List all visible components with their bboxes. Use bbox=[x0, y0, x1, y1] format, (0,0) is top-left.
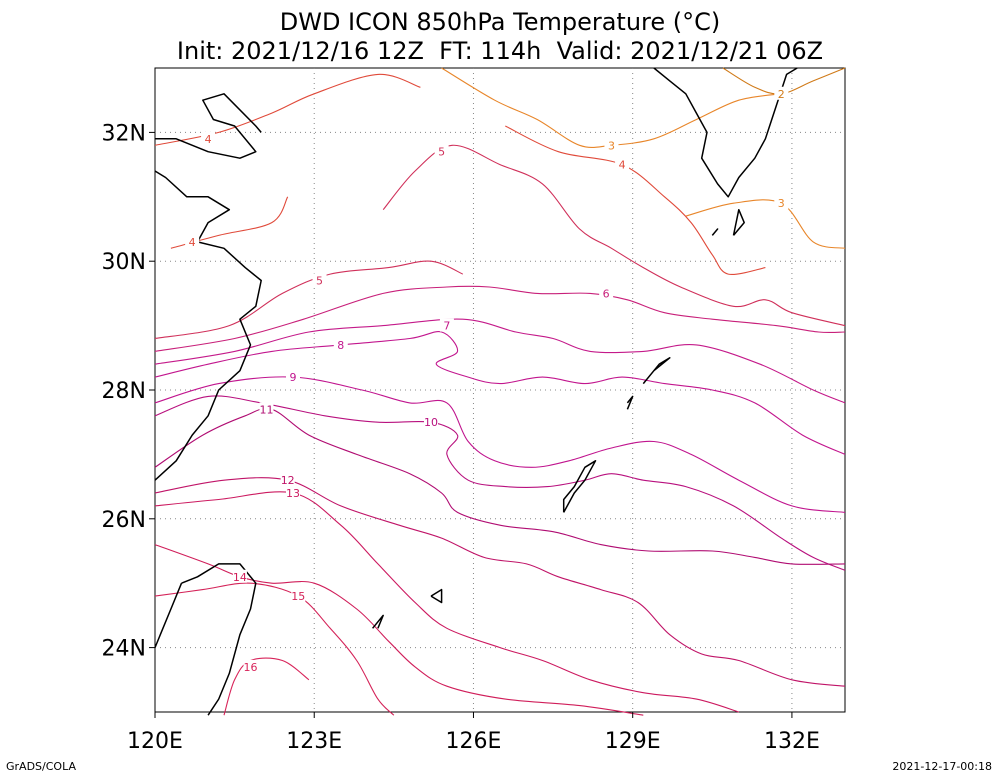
isotherm-label-12: 12 bbox=[281, 474, 295, 487]
isotherm-label-bg-0 bbox=[201, 131, 216, 145]
isotherm-label-16: 16 bbox=[244, 661, 258, 674]
coastline-1 bbox=[154, 170, 262, 481]
isotherm-label-bg-1 bbox=[185, 234, 200, 248]
isotherm-label-bg-5 bbox=[439, 318, 454, 332]
coastline-2 bbox=[181, 563, 257, 716]
isotherm-label-15: 15 bbox=[291, 590, 305, 603]
isotherm-label-4: 4 bbox=[205, 133, 212, 146]
isotherm-label-bg-7 bbox=[286, 370, 300, 384]
isotherm-14-line-12 bbox=[154, 544, 644, 716]
isotherm-label-9: 9 bbox=[290, 371, 297, 384]
isotherm-label-bg-4 bbox=[599, 286, 614, 300]
isotherm-label-13: 13 bbox=[286, 487, 300, 500]
coastline-10 bbox=[711, 228, 719, 236]
isotherm-label-4: 4 bbox=[189, 236, 196, 249]
generation-timestamp: 2021-12-17-00:18 bbox=[892, 760, 992, 773]
coastline-7 bbox=[430, 588, 443, 604]
lat-tick-label-30: 30N bbox=[102, 250, 146, 275]
isotherm-4-line-17 bbox=[505, 125, 766, 276]
isotherm-label-bg-16 bbox=[774, 196, 789, 210]
isotherm-3-line-16 bbox=[685, 199, 846, 249]
coastline-8 bbox=[372, 614, 384, 629]
isotherm-contours bbox=[154, 67, 846, 716]
isotherm-label-bg-3 bbox=[312, 273, 327, 287]
isotherm-label-10: 10 bbox=[424, 416, 438, 429]
lon-tick-label-132: 132E bbox=[764, 729, 820, 754]
isotherm-10-line-8 bbox=[154, 395, 846, 571]
isotherm-label-bg-14 bbox=[243, 659, 258, 673]
coastline-3 bbox=[154, 582, 183, 648]
isotherm-label-5: 5 bbox=[438, 146, 445, 159]
isotherm-label-7: 7 bbox=[443, 320, 450, 333]
isotherm-label-bg-11 bbox=[286, 486, 300, 500]
isotherm-12-line-10 bbox=[154, 477, 846, 687]
coastline-6 bbox=[626, 395, 634, 410]
isotherm-label-bg-13 bbox=[291, 589, 306, 603]
isotherm-3-line-15 bbox=[441, 67, 782, 149]
isotherm-5-line-3 bbox=[154, 260, 464, 340]
isotherm-label-4: 4 bbox=[619, 159, 626, 172]
lon-tick-label-120: 120E bbox=[127, 729, 183, 754]
isotherm-label-8: 8 bbox=[337, 339, 344, 352]
isotherm-label-bg-17 bbox=[615, 157, 630, 171]
isotherm-label-5: 5 bbox=[316, 275, 323, 288]
isotherm-4-line-0 bbox=[154, 73, 421, 146]
lon-tick-label-129: 129E bbox=[605, 729, 661, 754]
axis-ticks: 120E 123E 126E 129E 132E 24N 26N 28N 30N 32N bbox=[102, 121, 820, 754]
isotherm-label-bg-12 bbox=[232, 569, 247, 583]
isotherm-label-bg-18 bbox=[774, 86, 789, 100]
coastline-5 bbox=[642, 357, 671, 385]
isotherm-label-bg-6 bbox=[333, 337, 348, 351]
lat-tick-label-26: 26N bbox=[102, 508, 146, 533]
map-subtitle: Init: 2021/12/16 12Z FT: 114h Valid: 202… bbox=[176, 37, 824, 65]
isotherm-label-6: 6 bbox=[603, 287, 610, 300]
map-title: DWD ICON 850hPa Temperature (°C) bbox=[279, 8, 721, 36]
isotherm-16-line-14 bbox=[223, 657, 310, 716]
coastline-11 bbox=[732, 208, 745, 236]
isotherm-15-line-13 bbox=[154, 582, 395, 716]
lon-tick-label-123: 123E bbox=[286, 729, 342, 754]
isotherm-8-line-6 bbox=[154, 331, 846, 455]
isotherm-label-bg-2 bbox=[434, 144, 449, 158]
isotherm-7-line-5 bbox=[154, 318, 846, 404]
coastline-4 bbox=[562, 460, 597, 513]
lat-tick-label-32: 32N bbox=[102, 121, 146, 146]
isotherm-label-bg-15 bbox=[604, 138, 619, 152]
isotherm-13-line-11 bbox=[154, 491, 739, 713]
isotherm-label-2: 2 bbox=[778, 88, 785, 101]
isotherm-6-line-4 bbox=[154, 285, 846, 352]
coastlines bbox=[154, 67, 798, 716]
isotherm-label-bg-9 bbox=[259, 402, 274, 416]
isotherm-label-bg-10 bbox=[280, 473, 295, 487]
lat-tick-label-24: 24N bbox=[102, 637, 146, 662]
coastline-0 bbox=[155, 93, 262, 159]
isotherm-9-line-7 bbox=[154, 376, 846, 513]
isotherm-label-14: 14 bbox=[233, 571, 247, 584]
isotherm-label-3: 3 bbox=[608, 139, 615, 152]
coastline-9 bbox=[653, 67, 798, 198]
lat-tick-label-28: 28N bbox=[102, 379, 146, 404]
isotherm-label-11: 11 bbox=[259, 403, 273, 416]
lon-tick-label-126: 126E bbox=[446, 729, 502, 754]
isotherm-5-line-2 bbox=[382, 144, 846, 327]
isotherm-label-bg-8 bbox=[424, 415, 438, 429]
software-credit: GrADS/COLA bbox=[6, 760, 76, 773]
isotherm-label-3: 3 bbox=[778, 197, 785, 210]
